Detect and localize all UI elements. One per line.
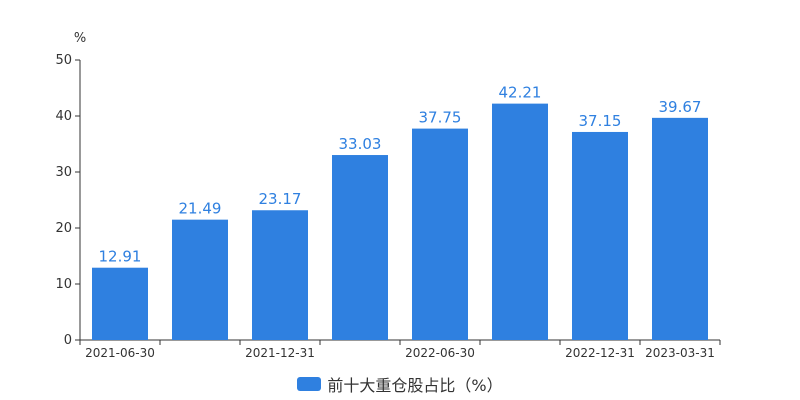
bar-chart: % 0 10 20 30 40 50 2021-06-30 2021-12-31 2022-0… — [55, 31, 721, 360]
y-tick-label: 50 — [55, 53, 72, 68]
x-tick-label: 2022-12-31 — [565, 346, 635, 360]
legend-label: 前十大重仓股占比（%） — [327, 376, 503, 395]
data-label: 37.15 — [579, 112, 622, 130]
bar — [172, 219, 228, 340]
bar-series — [92, 103, 708, 341]
bar — [92, 267, 148, 340]
legend-swatch — [297, 377, 322, 391]
bar — [332, 155, 388, 340]
y-tick-label: 30 — [55, 165, 72, 180]
bar — [652, 117, 708, 341]
legend: 前十大重仓股占比（%） — [0, 372, 800, 396]
y-axis: 0 10 20 30 40 50 — [55, 53, 81, 348]
bar — [412, 128, 468, 340]
bar — [252, 210, 308, 340]
data-label: 23.17 — [259, 190, 302, 208]
x-axis: 2021-06-30 2021-12-31 2022-06-30 2022-12-31… — [79, 339, 721, 360]
y-tick-label: 40 — [55, 109, 72, 124]
y-tick-label: 20 — [55, 221, 72, 236]
x-tick-label: 2021-06-30 — [85, 346, 155, 360]
data-label: 37.75 — [419, 109, 462, 127]
x-tick-label: 2021-12-31 — [245, 346, 315, 360]
data-label: 33.03 — [339, 135, 382, 153]
x-tick-label: 2023-03-31 — [645, 346, 715, 360]
data-label: 21.49 — [179, 200, 222, 218]
data-labels: 12.91 21.49 23.17 33.03 37.75 42.21 37.15 39.67 — [99, 84, 702, 266]
data-label: 39.67 — [659, 98, 702, 116]
bar — [572, 131, 628, 340]
bar — [492, 103, 548, 341]
data-label: 12.91 — [99, 248, 142, 266]
y-tick-label: 10 — [55, 277, 72, 292]
y-axis-unit-label: % — [74, 31, 86, 46]
y-tick-label: 0 — [64, 333, 72, 348]
data-label: 42.21 — [499, 84, 542, 102]
x-tick-label: 2022-06-30 — [405, 346, 475, 360]
